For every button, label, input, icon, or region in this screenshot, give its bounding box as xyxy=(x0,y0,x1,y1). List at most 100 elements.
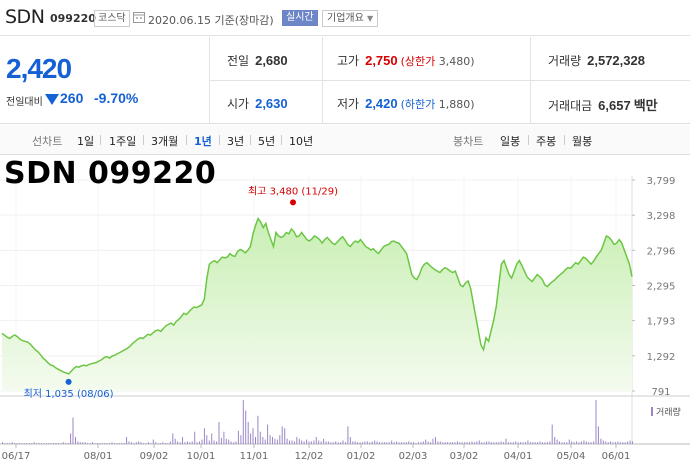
x-tick-label: 01/02 xyxy=(347,451,376,462)
volume-bar xyxy=(500,441,502,444)
volume-bar xyxy=(476,441,478,444)
volume-bar xyxy=(257,415,259,444)
open-value: 2,630 xyxy=(255,96,288,111)
tab-5y[interactable]: 5년 xyxy=(258,135,276,148)
volume-bar xyxy=(352,441,354,444)
volume-bar xyxy=(310,441,312,444)
company-info-label: 기업개요 xyxy=(327,13,364,24)
volume-bar xyxy=(452,442,453,444)
volume-bar xyxy=(388,442,390,444)
tab-1w[interactable]: 1주일 xyxy=(109,135,137,148)
volume-bar xyxy=(306,439,308,444)
volume-bar xyxy=(296,437,298,444)
low-value: 2,420 xyxy=(365,96,398,111)
volume-bar xyxy=(225,438,227,444)
high-stat: 고가 2,750 (상한가 3,480) xyxy=(337,52,475,69)
amount-stat: 거래대금 6,657 백만 xyxy=(548,95,658,114)
price-area xyxy=(2,218,632,391)
company-info-dropdown[interactable]: 기업개요 ▼ xyxy=(322,10,379,27)
volume-bar xyxy=(2,442,3,444)
tab-1d[interactable]: 1일 xyxy=(77,135,95,148)
volume-bar xyxy=(568,439,570,444)
volume-bar xyxy=(82,442,84,444)
volume-bar xyxy=(563,442,565,444)
volume-bar xyxy=(417,442,419,444)
tab-weekly[interactable]: 주봉 xyxy=(536,135,557,148)
volume-bar xyxy=(298,438,300,444)
low-stat: 저가 2,420 (하한가 1,880) xyxy=(337,95,475,112)
volume-bar xyxy=(303,441,305,444)
volume-bar xyxy=(182,437,183,444)
volume-bar xyxy=(595,400,597,444)
chevron-down-icon: ▼ xyxy=(367,14,374,23)
volume-bar xyxy=(38,443,40,444)
tab-3y[interactable]: 3년 xyxy=(227,135,245,148)
volume-bar xyxy=(128,441,130,444)
volume-bar xyxy=(362,442,363,444)
volume-bar xyxy=(432,438,434,444)
volume-bar xyxy=(393,442,395,444)
volume-bar xyxy=(111,442,113,444)
down-arrow-icon xyxy=(45,94,59,105)
volume-bar xyxy=(274,438,276,444)
volume-bar xyxy=(143,443,145,444)
volume-bar xyxy=(578,442,580,444)
volume-bar xyxy=(400,442,402,444)
open-label: 시가 xyxy=(227,97,250,111)
tab-1y[interactable]: 1년 xyxy=(194,135,212,148)
volume-bar xyxy=(498,442,500,444)
volume-bar xyxy=(138,441,140,444)
volume-bar xyxy=(262,437,264,444)
volume-bar xyxy=(345,442,346,444)
volume-bar xyxy=(425,439,427,444)
volume-bar xyxy=(186,441,188,444)
volume-bar xyxy=(398,442,400,444)
volume-bar xyxy=(118,443,120,444)
volume-bar xyxy=(554,437,556,444)
prev-close-label: 전일 xyxy=(227,54,250,68)
tab-daily[interactable]: 일봉 xyxy=(500,135,521,148)
volume-bar xyxy=(165,443,166,444)
volume-bar xyxy=(196,442,198,444)
volume-bar xyxy=(593,441,595,444)
market-badge: 코스닥 xyxy=(94,10,130,27)
volume-bar xyxy=(469,442,470,444)
volume-bar xyxy=(291,440,293,444)
tab-3m[interactable]: 3개월 xyxy=(151,135,179,148)
volume-bar xyxy=(459,442,461,444)
x-tick-label: 05/04 xyxy=(557,451,586,462)
volume-bar xyxy=(50,443,52,444)
volume-bar xyxy=(140,442,142,444)
volume-bar xyxy=(211,433,213,444)
volume-bar xyxy=(286,438,288,444)
volume-bar xyxy=(123,443,125,444)
volume-bar xyxy=(583,440,585,444)
volume-bar xyxy=(230,441,232,444)
volume-bar xyxy=(420,442,422,444)
volume-bar xyxy=(447,442,449,444)
volume-bar xyxy=(92,442,93,444)
volume-bar xyxy=(313,440,315,444)
realtime-button[interactable]: 실시간 xyxy=(282,10,318,26)
volume-bar xyxy=(532,442,534,444)
volume-bar xyxy=(488,441,490,444)
volume-bar xyxy=(60,443,62,444)
volume-bar xyxy=(505,438,507,444)
max-label: 최고 3,480 (11/29) xyxy=(248,185,338,197)
tab-10y[interactable]: 10년 xyxy=(289,135,314,148)
volume-bar xyxy=(386,442,388,444)
volume-bar xyxy=(566,442,568,444)
tab-monthly[interactable]: 월봉 xyxy=(572,135,593,148)
volume-bar xyxy=(191,441,193,444)
volume-bar xyxy=(213,440,215,444)
volume-bar xyxy=(203,428,205,444)
divider xyxy=(100,135,101,145)
y-tick-label: 791 xyxy=(651,387,670,398)
volume-bar xyxy=(619,442,621,444)
x-tick-label: 04/01 xyxy=(504,451,533,462)
volume-bar xyxy=(43,443,45,444)
volume-bar xyxy=(289,440,290,444)
volume-bar xyxy=(556,439,558,444)
volume-bar xyxy=(235,441,237,444)
volume-bar xyxy=(130,442,132,444)
